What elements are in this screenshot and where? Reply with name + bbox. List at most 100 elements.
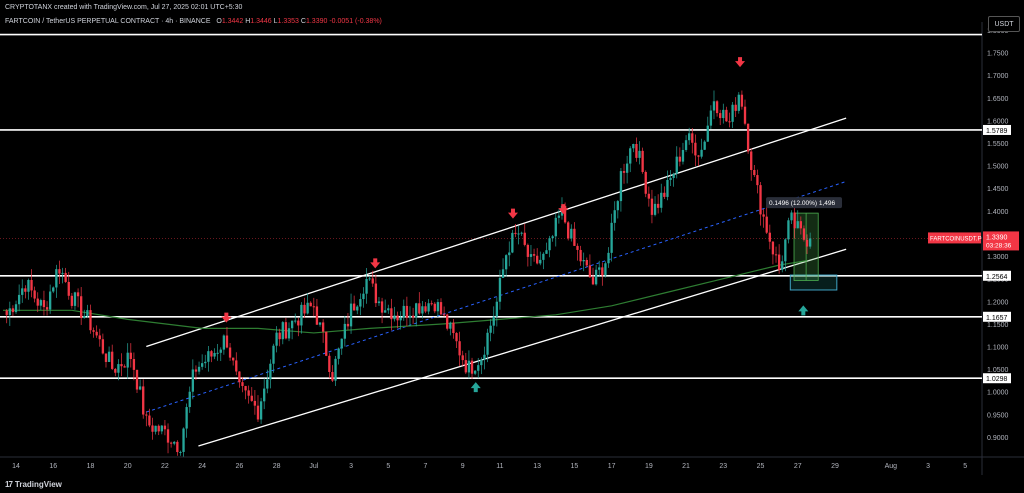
candle-body: [408, 315, 412, 318]
y-tick-label: 1.1000: [987, 344, 1009, 351]
candle: [573, 222, 576, 246]
candle-body: [579, 249, 582, 262]
candle-body: [95, 331, 98, 336]
candle-body: [352, 303, 356, 311]
candle: [498, 269, 502, 310]
candle-body: [622, 171, 626, 173]
candle: [607, 247, 610, 268]
candle: [666, 170, 669, 201]
candle: [284, 317, 288, 340]
candle-body: [399, 317, 402, 321]
candle-body: [228, 347, 232, 358]
candle: [259, 397, 263, 424]
tradingview-footer[interactable]: 17 TradingView: [5, 480, 62, 489]
candle-body: [216, 352, 219, 354]
candle-body: [21, 288, 24, 295]
candle: [352, 295, 356, 311]
candle: [598, 260, 601, 278]
candle-body: [728, 121, 731, 123]
candle-body: [101, 339, 105, 354]
candle-body: [430, 303, 433, 305]
candle: [694, 134, 697, 166]
candle: [238, 371, 241, 388]
candle-body: [548, 238, 551, 251]
candle: [632, 143, 635, 153]
candle: [756, 169, 759, 194]
candle-body: [238, 371, 241, 383]
candle-body: [700, 149, 703, 157]
symbol-line[interactable]: FARTCOIN / TetherUS PERPETUAL CONTRACT ·…: [5, 18, 211, 25]
currency-button[interactable]: USDT: [988, 16, 1020, 32]
candle: [622, 163, 626, 184]
x-tick-label: 22: [161, 463, 169, 470]
candle: [86, 304, 89, 318]
candle-body: [511, 232, 514, 253]
candle-body: [433, 303, 436, 312]
candle: [477, 357, 480, 379]
candle-body: [610, 222, 613, 253]
candle-body: [244, 386, 247, 391]
candle-body: [418, 303, 421, 314]
candle-body: [315, 306, 319, 325]
candle: [42, 290, 46, 316]
candle-body: [61, 272, 64, 274]
candle-body: [173, 441, 176, 444]
candle-body: [58, 269, 61, 274]
candle-body: [284, 322, 288, 339]
ohlc-close-label: C: [300, 18, 306, 25]
candle-body: [377, 301, 381, 304]
candle: [517, 225, 520, 245]
candle-body: [598, 267, 601, 270]
candle-body: [247, 390, 250, 396]
candle: [148, 408, 151, 428]
candle: [604, 261, 607, 278]
candle: [421, 300, 424, 319]
candle: [712, 90, 716, 120]
candle-body: [781, 261, 784, 270]
candle-body: [45, 307, 49, 310]
candle: [154, 425, 157, 435]
candle: [458, 331, 461, 367]
candle: [247, 385, 250, 404]
candle-body: [142, 386, 145, 415]
candle: [145, 411, 148, 427]
candle-body: [259, 401, 263, 420]
candle-body: [325, 331, 328, 356]
y-tick-label: 1.1500: [987, 322, 1009, 329]
candle: [629, 146, 632, 173]
candle: [207, 345, 210, 372]
candle: [263, 378, 266, 410]
candle: [418, 292, 421, 315]
candle-body: [27, 280, 30, 292]
candle-body: [498, 277, 502, 302]
candle: [387, 304, 390, 314]
candle-body: [207, 351, 210, 362]
candle: [111, 344, 114, 371]
candle: [377, 297, 381, 306]
author-line: CRYPTOTANX created with TradingView.com,…: [5, 4, 243, 11]
candle: [461, 350, 464, 366]
candle: [126, 343, 129, 379]
ohlc-open: 1.3442: [221, 18, 244, 25]
candle-body: [30, 280, 33, 291]
candle: [390, 298, 393, 331]
candle: [39, 298, 43, 311]
candle-body: [14, 304, 18, 313]
candle-body: [387, 308, 390, 311]
candle-body: [166, 429, 170, 443]
candle-body: [411, 315, 415, 318]
candle-body: [250, 395, 253, 401]
candle: [675, 146, 678, 179]
candle: [762, 209, 765, 228]
candle-body: [194, 369, 198, 372]
ohlc-low: 1.3353: [277, 18, 299, 25]
candle: [309, 301, 312, 307]
candle: [244, 385, 247, 400]
candle: [210, 349, 213, 363]
candle: [669, 169, 672, 187]
candle: [567, 221, 570, 241]
candle: [483, 346, 486, 370]
candle: [771, 241, 775, 265]
candle-body: [464, 360, 467, 373]
